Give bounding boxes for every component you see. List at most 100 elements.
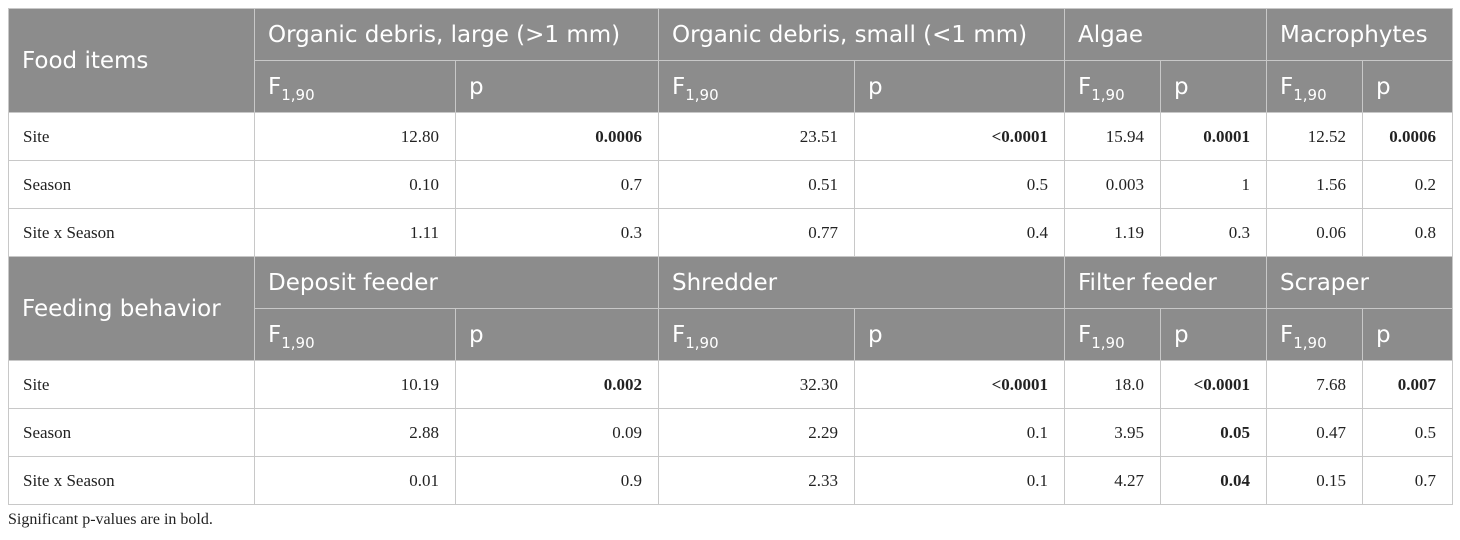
table-body: Food items Organic debris, large (>1 mm) O… xyxy=(8,8,1454,505)
f-value-cell: 1.56 xyxy=(1266,160,1363,209)
f-subscript: 1,90 xyxy=(281,85,315,104)
group-header: Organic debris, small (<1 mm) xyxy=(658,8,1065,61)
row-label: Site x Season xyxy=(8,208,255,257)
row-label: Season xyxy=(8,408,255,457)
f-stat-header: F1,90 xyxy=(658,308,855,361)
f-stat-header: F1,90 xyxy=(1064,308,1161,361)
table-row: Season 2.88 0.09 2.29 0.1 3.95 0.05 0.47 0.5 xyxy=(8,408,1454,457)
p-value-cell: 0.7 xyxy=(1361,456,1454,505)
stat-header-row: F1,90 p F1,90 p F1,90 p F1,90 p xyxy=(9,60,1454,113)
f-label: F xyxy=(268,321,282,348)
f-value-cell: 12.52 xyxy=(1266,112,1363,161)
f-value-cell: 0.01 xyxy=(254,456,456,505)
section-title: Food items xyxy=(8,8,255,113)
row-label: Site xyxy=(8,112,255,161)
f-subscript: 1,90 xyxy=(685,333,719,352)
table-row: Season 0.10 0.7 0.51 0.5 0.003 1 1.56 0.2 xyxy=(8,160,1454,209)
f-label: F xyxy=(672,321,686,348)
f-value-cell: 1.11 xyxy=(254,208,456,257)
f-subscript: 1,90 xyxy=(1293,333,1327,352)
f-label: F xyxy=(672,73,686,100)
f-value-cell: 2.33 xyxy=(658,456,855,505)
p-header: p xyxy=(1361,308,1454,361)
f-subscript: 1,90 xyxy=(685,85,719,104)
group-header: Deposit feeder xyxy=(254,256,659,309)
table-row: Site 12.80 0.0006 23.51 <0.0001 15.94 0.0001 12… xyxy=(8,112,1454,161)
f-label: F xyxy=(1078,73,1092,100)
f-value-cell: 0.47 xyxy=(1266,408,1363,457)
f-stat-header: F1,90 xyxy=(1266,308,1363,361)
f-value-cell: 18.0 xyxy=(1064,360,1161,409)
p-value-cell: 0.7 xyxy=(455,160,659,209)
group-header-row: Feeding behavior Deposit feeder Shredder Fi… xyxy=(8,256,1454,361)
group-header-row: Food items Organic debris, large (>1 mm) O… xyxy=(8,8,1454,113)
p-value-cell: <0.0001 xyxy=(854,112,1065,161)
p-value-cell: 0.1 xyxy=(854,456,1065,505)
table-row: Site x Season 0.01 0.9 2.33 0.1 4.27 0.04 0.15 0… xyxy=(8,456,1454,505)
p-value-cell: 0.3 xyxy=(455,208,659,257)
table-row: Site 10.19 0.002 32.30 <0.0001 18.0 <0.0001 7.6… xyxy=(8,360,1454,409)
p-header: p xyxy=(1160,60,1267,113)
p-value-cell: 0.0001 xyxy=(1160,112,1267,161)
p-header: p xyxy=(854,308,1065,361)
f-value-cell: 1.19 xyxy=(1064,208,1161,257)
f-label: F xyxy=(1078,321,1092,348)
p-value-cell: 0.0006 xyxy=(455,112,659,161)
f-stat-header: F1,90 xyxy=(1266,60,1363,113)
table-row: Site x Season 1.11 0.3 0.77 0.4 1.19 0.3 0.06 0.… xyxy=(8,208,1454,257)
p-value-cell: 0.05 xyxy=(1160,408,1267,457)
f-value-cell: 3.95 xyxy=(1064,408,1161,457)
anova-table: Food items Organic debris, large (>1 mm) O… xyxy=(8,8,1454,505)
f-value-cell: 12.80 xyxy=(254,112,456,161)
f-value-cell: 32.30 xyxy=(658,360,855,409)
f-stat-header: F1,90 xyxy=(1064,60,1161,113)
f-label: F xyxy=(268,73,282,100)
row-label: Season xyxy=(8,160,255,209)
p-header: p xyxy=(1361,60,1454,113)
row-label: Site x Season xyxy=(8,456,255,505)
f-subscript: 1,90 xyxy=(281,333,315,352)
group-header: Shredder xyxy=(658,256,1065,309)
f-value-cell: 0.51 xyxy=(658,160,855,209)
row-label: Site xyxy=(8,360,255,409)
f-value-cell: 7.68 xyxy=(1266,360,1363,409)
p-value-cell: 0.04 xyxy=(1160,456,1267,505)
p-value-cell: <0.0001 xyxy=(1160,360,1267,409)
f-stat-header: F1,90 xyxy=(254,308,456,361)
p-value-cell: 1 xyxy=(1160,160,1267,209)
f-value-cell: 0.77 xyxy=(658,208,855,257)
f-label: F xyxy=(1280,73,1294,100)
p-header: p xyxy=(455,308,659,361)
p-value-cell: <0.0001 xyxy=(854,360,1065,409)
stat-header-row: F1,90 p F1,90 p F1,90 p F1,90 p xyxy=(9,308,1454,361)
group-header: Filter feeder xyxy=(1064,256,1267,309)
p-value-cell: 0.002 xyxy=(455,360,659,409)
f-value-cell: 10.19 xyxy=(254,360,456,409)
p-value-cell: 0.09 xyxy=(455,408,659,457)
group-header: Scraper xyxy=(1265,256,1454,309)
f-value-cell: 0.10 xyxy=(254,160,456,209)
p-header: p xyxy=(1160,308,1267,361)
f-subscript: 1,90 xyxy=(1091,85,1125,104)
f-value-cell: 2.88 xyxy=(254,408,456,457)
f-stat-header: F1,90 xyxy=(254,60,456,113)
p-value-cell: 0.0006 xyxy=(1361,112,1454,161)
p-header: p xyxy=(854,60,1065,113)
f-label: F xyxy=(1280,321,1294,348)
p-value-cell: 0.5 xyxy=(854,160,1065,209)
p-header: p xyxy=(455,60,659,113)
section-title: Feeding behavior xyxy=(8,256,255,361)
f-value-cell: 23.51 xyxy=(658,112,855,161)
f-stat-header: F1,90 xyxy=(658,60,855,113)
f-subscript: 1,90 xyxy=(1091,333,1125,352)
group-header: Algae xyxy=(1064,8,1267,61)
p-value-cell: 0.1 xyxy=(854,408,1065,457)
p-value-cell: 0.9 xyxy=(455,456,659,505)
p-value-cell: 0.007 xyxy=(1361,360,1454,409)
table-footnote: Significant p-values are in bold. xyxy=(8,511,213,528)
f-subscript: 1,90 xyxy=(1293,85,1327,104)
f-value-cell: 0.06 xyxy=(1266,208,1363,257)
f-value-cell: 4.27 xyxy=(1064,456,1161,505)
group-header: Organic debris, large (>1 mm) xyxy=(254,8,659,61)
f-value-cell: 0.003 xyxy=(1064,160,1161,209)
